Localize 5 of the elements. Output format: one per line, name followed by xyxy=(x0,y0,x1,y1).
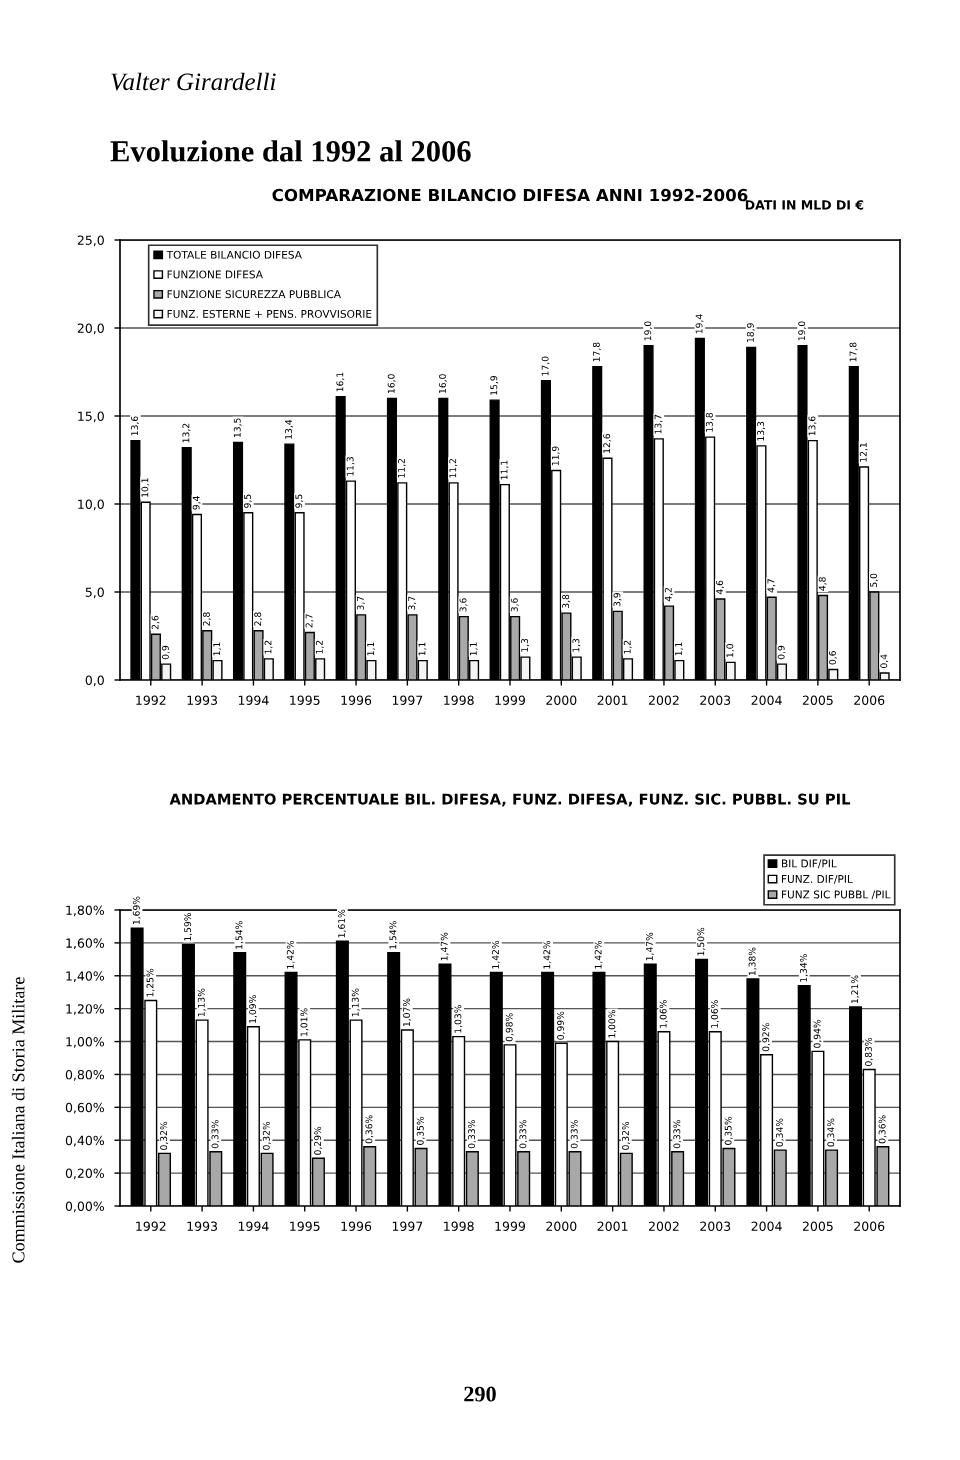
text: Commissione Italiana di Storia Militare xyxy=(11,977,25,1263)
text: 290 xyxy=(464,1386,496,1402)
chart-title: COMPARAZIONE BILANCIO DIFESA ANNI 1992-2006 xyxy=(272,188,748,202)
text: Valter Girardelli xyxy=(111,72,276,91)
text: Evoluzione dal 1992 al 2006 xyxy=(110,140,471,162)
